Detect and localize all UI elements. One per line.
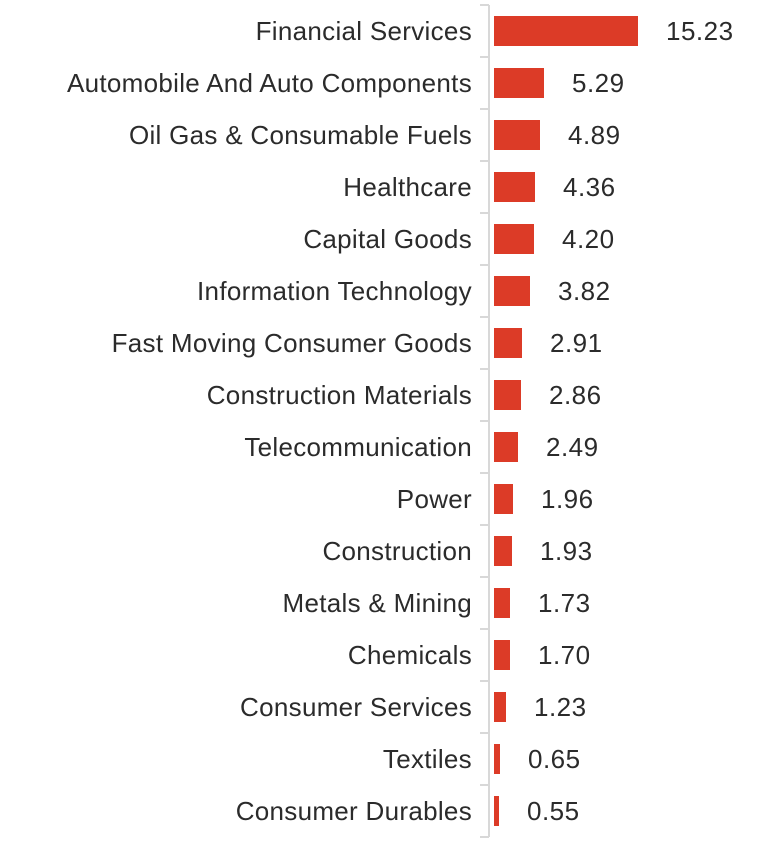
- category-label: Construction Materials: [206, 380, 472, 410]
- axis-tick: [480, 264, 489, 266]
- axis-tick: [480, 836, 489, 838]
- bar: [494, 796, 499, 826]
- axis-tick: [480, 212, 489, 214]
- value-label: 1.93: [540, 536, 593, 566]
- axis-tick: [480, 160, 489, 162]
- chart-row: Metals & Mining 1.73: [0, 577, 759, 629]
- chart-row: Construction Materials 2.86: [0, 369, 759, 421]
- chart-row: Fast Moving Consumer Goods 2.91: [0, 317, 759, 369]
- bar: [494, 744, 500, 774]
- value-label: 1.23: [534, 692, 587, 722]
- value-label: 4.20: [562, 224, 615, 254]
- category-label: Telecommunication: [244, 432, 472, 462]
- chart-row: Automobile And Auto Components 5.29: [0, 57, 759, 109]
- category-label: Financial Services: [255, 16, 472, 46]
- category-label: Metals & Mining: [282, 588, 472, 618]
- chart-row: Power 1.96: [0, 473, 759, 525]
- axis-tick: [480, 56, 489, 58]
- value-label: 5.29: [572, 68, 625, 98]
- bar: [494, 172, 535, 202]
- value-label: 3.82: [558, 276, 611, 306]
- bar: [494, 536, 512, 566]
- value-label: 4.36: [563, 172, 616, 202]
- bar: [494, 484, 513, 514]
- axis-tick: [480, 472, 489, 474]
- axis-tick: [480, 316, 489, 318]
- axis-tick: [480, 732, 489, 734]
- category-axis-line: [488, 5, 490, 837]
- axis-tick: [480, 784, 489, 786]
- category-label: Automobile And Auto Components: [66, 68, 472, 98]
- bar: [494, 588, 510, 618]
- bar: [494, 276, 530, 306]
- bar: [494, 432, 518, 462]
- category-label: Power: [396, 484, 472, 514]
- value-label: 1.73: [538, 588, 591, 618]
- axis-tick: [480, 524, 489, 526]
- category-label: Chemicals: [347, 640, 472, 670]
- axis-tick: [480, 420, 489, 422]
- chart-row: Information Technology 3.82: [0, 265, 759, 317]
- value-label: 0.65: [528, 744, 581, 774]
- value-label: 2.86: [549, 380, 602, 410]
- chart-row: Financial Services 15.23: [0, 5, 759, 57]
- bar: [494, 380, 521, 410]
- chart-row: Capital Goods 4.20: [0, 213, 759, 265]
- chart-row: Consumer Services 1.23: [0, 681, 759, 733]
- axis-tick: [480, 576, 489, 578]
- value-label: 4.89: [568, 120, 621, 150]
- category-label: Capital Goods: [303, 224, 472, 254]
- axis-tick: [480, 368, 489, 370]
- chart-row: Chemicals 1.70: [0, 629, 759, 681]
- axis-tick: [480, 680, 489, 682]
- category-label: Textiles: [382, 744, 472, 774]
- value-label: 15.23: [666, 16, 734, 46]
- bar: [494, 692, 506, 722]
- chart-row: Textiles 0.65: [0, 733, 759, 785]
- value-label: 0.55: [527, 796, 580, 826]
- category-label: Construction: [322, 536, 472, 566]
- axis-tick: [480, 108, 489, 110]
- chart-row: Construction 1.93: [0, 525, 759, 577]
- value-label: 1.70: [538, 640, 591, 670]
- chart-row: Oil Gas & Consumable Fuels 4.89: [0, 109, 759, 161]
- bar: [494, 224, 534, 254]
- bar: [494, 16, 638, 46]
- value-label: 2.91: [550, 328, 603, 358]
- value-label: 2.49: [546, 432, 599, 462]
- category-label: Consumer Durables: [235, 796, 472, 826]
- bar: [494, 328, 522, 358]
- category-label: Information Technology: [197, 276, 472, 306]
- axis-tick: [480, 4, 489, 6]
- chart-row: Healthcare 4.36: [0, 161, 759, 213]
- axis-tick: [480, 628, 489, 630]
- category-label: Oil Gas & Consumable Fuels: [128, 120, 472, 150]
- category-label: Consumer Services: [240, 692, 472, 722]
- bar: [494, 68, 544, 98]
- value-label: 1.96: [541, 484, 594, 514]
- chart-row: Consumer Durables 0.55: [0, 785, 759, 837]
- bar: [494, 640, 510, 670]
- category-label: Fast Moving Consumer Goods: [111, 328, 472, 358]
- bar: [494, 120, 540, 150]
- category-label: Healthcare: [343, 172, 472, 202]
- chart-row: Telecommunication 2.49: [0, 421, 759, 473]
